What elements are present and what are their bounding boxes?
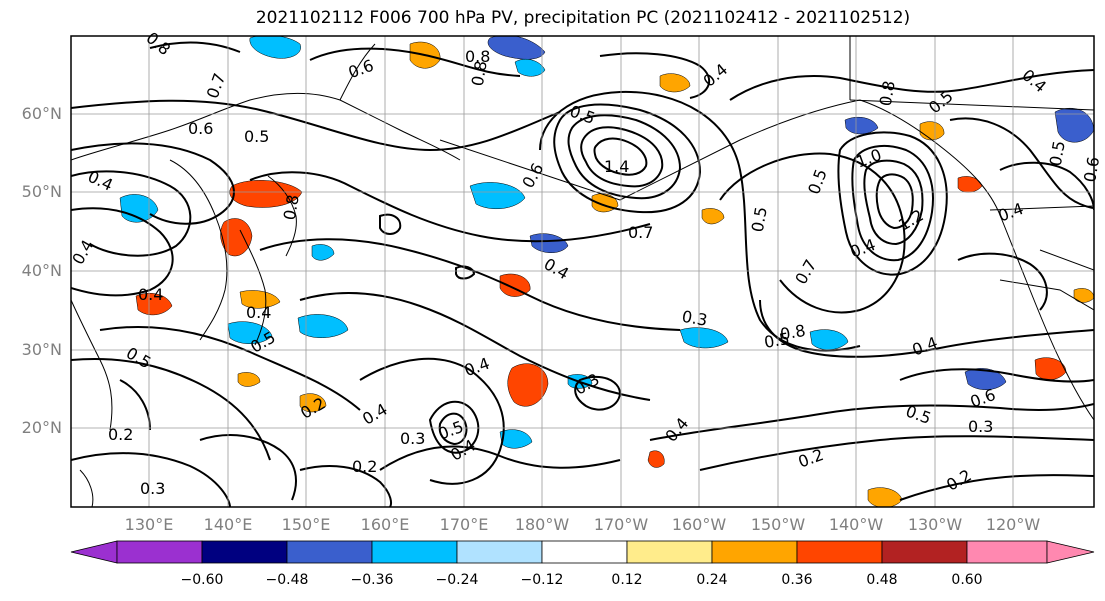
map-title: 2021102112 F006 700 hPa PV, precipitatio…	[255, 8, 911, 28]
map-frame	[70, 35, 1095, 508]
colorbar-extend-min	[70, 540, 118, 564]
colorbar-tick: 0.48	[866, 572, 898, 588]
contour-label: 0.8	[468, 59, 491, 87]
contour-label: 0.5	[748, 205, 771, 233]
colorbar-segment	[371, 540, 458, 564]
contour-label: 0.8	[465, 47, 490, 66]
colorbar-tick: −0.48	[265, 572, 309, 588]
lat-label-50n: 50°N	[21, 182, 62, 201]
colorbar-tick: −0.60	[180, 572, 224, 588]
contour-label: 0.6	[188, 119, 213, 138]
contour-label: 1.4	[604, 157, 629, 176]
contour-label: 0.7	[628, 223, 653, 242]
contour-label: 0.4	[138, 285, 163, 304]
pv-contours	[71, 41, 1094, 507]
lon-label-130w: 130°W	[907, 515, 963, 534]
colorbar-segment	[796, 540, 883, 564]
contour-label: 0.3	[680, 307, 708, 330]
contour-label: 0.5	[763, 329, 791, 352]
colorbar-extend-max	[1046, 540, 1095, 564]
lat-label-40n: 40°N	[21, 261, 62, 280]
contour-label: 0.8	[779, 321, 807, 344]
colorbar-tick: 0.36	[781, 572, 813, 588]
contour-label: 0.3	[968, 417, 993, 436]
lon-label-120w: 120°W	[985, 515, 1041, 534]
lon-label-160e: 160°E	[360, 515, 410, 534]
contour-label: 0.8	[876, 79, 899, 107]
colorbar-segment	[966, 540, 1048, 564]
colorbar-tick: −0.12	[520, 572, 564, 588]
contour-label: 0.2	[108, 425, 133, 444]
precipitation-shading	[119, 36, 1094, 507]
colorbar-segment	[201, 540, 288, 564]
colorbar-segment	[286, 540, 373, 564]
coastlines	[71, 36, 1094, 507]
colorbar-segment	[626, 540, 713, 564]
contour-label: 0.2	[352, 457, 377, 476]
colorbar-tick: 0.12	[611, 572, 643, 588]
contour-label: 0.3	[400, 429, 425, 448]
lon-label-150e: 150°E	[281, 515, 331, 534]
lon-label-150w: 150°W	[750, 515, 806, 534]
graticule	[71, 36, 1094, 507]
map-area	[71, 36, 1094, 507]
colorbar-tick: 0.60	[951, 572, 983, 588]
colorbar-tick: 0.24	[696, 572, 728, 588]
colorbar-tick: −0.24	[435, 572, 479, 588]
contour-label: 0.5	[244, 127, 269, 146]
lon-label-180w: 180°W	[514, 515, 570, 534]
colorbar-segment	[541, 540, 628, 564]
lon-label-170e: 170°E	[439, 515, 489, 534]
lat-label-20n: 20°N	[21, 418, 62, 437]
lon-label-140e: 140°E	[203, 515, 253, 534]
colorbar-segment	[711, 540, 798, 564]
lon-label-140w: 140°W	[828, 515, 884, 534]
lat-label-30n: 30°N	[21, 340, 62, 359]
contour-label: 0.3	[140, 479, 165, 498]
lon-label-160w: 160°W	[671, 515, 727, 534]
colorbar-tick: −0.36	[350, 572, 394, 588]
colorbar-segment	[881, 540, 968, 564]
contour-label: 0.5	[1046, 139, 1069, 167]
lon-label-130e: 130°E	[124, 515, 174, 534]
contour-label: 0.8	[280, 193, 303, 221]
lat-label-60n: 60°N	[21, 104, 62, 123]
contour-label: 0.6	[1080, 155, 1103, 183]
colorbar	[70, 540, 1095, 564]
colorbar-segment	[116, 540, 203, 564]
contour-label: 0.4	[246, 303, 271, 322]
lon-label-170w: 170°W	[593, 515, 649, 534]
colorbar-segment	[456, 540, 543, 564]
